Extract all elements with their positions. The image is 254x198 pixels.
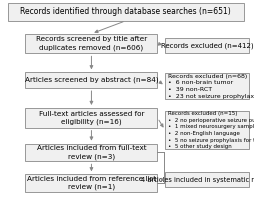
FancyBboxPatch shape xyxy=(165,73,249,99)
FancyBboxPatch shape xyxy=(25,34,157,53)
Text: Records excluded (n=412): Records excluded (n=412) xyxy=(161,42,253,49)
Text: Articles included from reference list
review (n=1): Articles included from reference list re… xyxy=(27,176,156,190)
FancyBboxPatch shape xyxy=(165,111,249,149)
FancyBboxPatch shape xyxy=(25,174,157,192)
Text: Full-text articles assessed for
eligibility (n=16): Full-text articles assessed for eligibil… xyxy=(39,110,144,125)
Text: Records excluded (n=15)
•  2 no perioperative seizure outcome
•  1 mixed neurosu: Records excluded (n=15) • 2 no periopera… xyxy=(168,111,254,149)
Text: Records excluded (n=68)
•  6 non-brain tumor
•  39 non-RCT
•  23 not seizure pro: Records excluded (n=68) • 6 non-brain tu… xyxy=(168,74,254,99)
FancyBboxPatch shape xyxy=(165,172,249,187)
Text: Records identified through database searches (n=651): Records identified through database sear… xyxy=(20,7,231,16)
Text: 4 articles included in systematic review: 4 articles included in systematic review xyxy=(141,177,254,183)
Text: Articles screened by abstract (n=84): Articles screened by abstract (n=84) xyxy=(25,77,158,83)
Text: Records screened by title after
duplicates removed (n=606): Records screened by title after duplicat… xyxy=(36,36,147,51)
FancyBboxPatch shape xyxy=(165,38,249,53)
FancyBboxPatch shape xyxy=(8,3,244,21)
FancyBboxPatch shape xyxy=(25,108,157,128)
Text: Articles included from full-text
review (n=3): Articles included from full-text review … xyxy=(37,145,146,160)
FancyBboxPatch shape xyxy=(25,72,157,88)
FancyBboxPatch shape xyxy=(25,144,157,161)
